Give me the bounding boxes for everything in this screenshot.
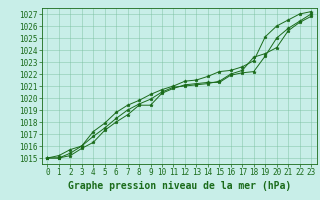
X-axis label: Graphe pression niveau de la mer (hPa): Graphe pression niveau de la mer (hPa) — [68, 181, 291, 191]
